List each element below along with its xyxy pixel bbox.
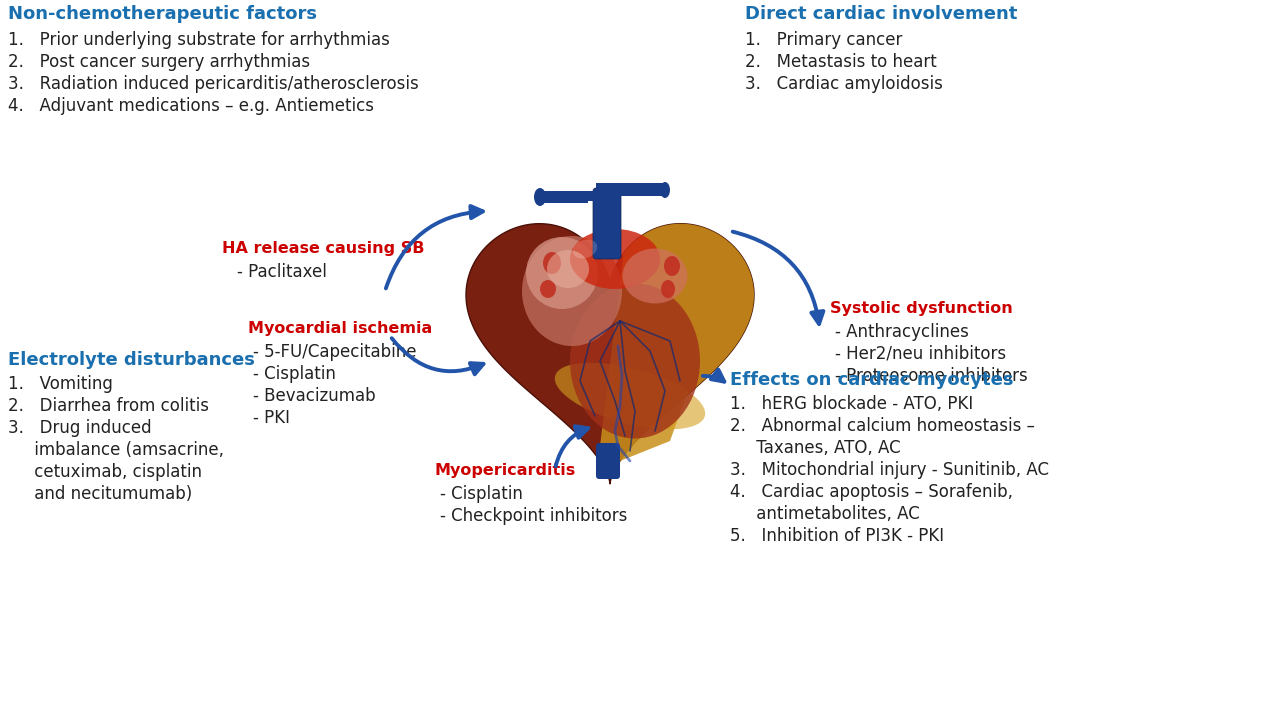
Text: 2.   Abnormal calcium homeostasis –: 2. Abnormal calcium homeostasis – xyxy=(730,417,1036,435)
Text: 4.   Cardiac apoptosis – Sorafenib,: 4. Cardiac apoptosis – Sorafenib, xyxy=(730,483,1012,501)
Ellipse shape xyxy=(622,249,687,304)
Text: HA release causing SB: HA release causing SB xyxy=(221,241,425,256)
Text: Effects on cardiac myocytes: Effects on cardiac myocytes xyxy=(730,371,1014,389)
Ellipse shape xyxy=(547,250,589,288)
Text: 2.   Diarrhea from colitis: 2. Diarrhea from colitis xyxy=(8,397,209,415)
Text: 1.   Vomiting: 1. Vomiting xyxy=(8,375,113,393)
Text: and necitumumab): and necitumumab) xyxy=(8,485,192,503)
Ellipse shape xyxy=(526,237,598,309)
Text: - Her2/neu inhibitors: - Her2/neu inhibitors xyxy=(835,345,1006,363)
Polygon shape xyxy=(600,224,754,461)
Ellipse shape xyxy=(660,280,675,298)
Text: Electrolyte disturbances: Electrolyte disturbances xyxy=(8,351,255,369)
Text: - Cisplatin: - Cisplatin xyxy=(440,485,522,503)
Text: 1.   Prior underlying substrate for arrhythmias: 1. Prior underlying substrate for arrhyt… xyxy=(8,31,390,49)
Text: 3.   Mitochondrial injury - Sunitinib, AC: 3. Mitochondrial injury - Sunitinib, AC xyxy=(730,461,1050,479)
Text: - Checkpoint inhibitors: - Checkpoint inhibitors xyxy=(440,507,627,525)
Text: 3.   Radiation induced pericarditis/atherosclerosis: 3. Radiation induced pericarditis/athero… xyxy=(8,75,419,93)
Text: - Anthracyclines: - Anthracyclines xyxy=(835,323,969,341)
Text: Non-chemotherapeutic factors: Non-chemotherapeutic factors xyxy=(8,5,317,23)
Text: 1.   Primary cancer: 1. Primary cancer xyxy=(745,31,902,49)
Text: 2.   Post cancer surgery arrhythmias: 2. Post cancer surgery arrhythmias xyxy=(8,53,310,71)
Text: Taxanes, ATO, AC: Taxanes, ATO, AC xyxy=(730,439,901,457)
Ellipse shape xyxy=(534,188,547,206)
Ellipse shape xyxy=(570,283,700,438)
Text: cetuximab, cisplatin: cetuximab, cisplatin xyxy=(8,463,202,481)
Polygon shape xyxy=(596,183,666,196)
Text: imbalance (amsacrine,: imbalance (amsacrine, xyxy=(8,441,224,459)
Text: antimetabolites, AC: antimetabolites, AC xyxy=(730,505,920,523)
Text: - Cisplatin: - Cisplatin xyxy=(253,365,335,383)
Ellipse shape xyxy=(540,280,556,298)
Ellipse shape xyxy=(522,236,622,346)
Text: 4.   Adjuvant medications – e.g. Antiemetics: 4. Adjuvant medications – e.g. Antiemeti… xyxy=(8,97,374,115)
Ellipse shape xyxy=(660,182,669,198)
Text: Systolic dysfunction: Systolic dysfunction xyxy=(829,301,1012,316)
FancyBboxPatch shape xyxy=(596,443,620,479)
Text: Direct cardiac involvement: Direct cardiac involvement xyxy=(745,5,1018,23)
Polygon shape xyxy=(466,224,754,484)
Text: Myocardial ischemia: Myocardial ischemia xyxy=(248,321,433,336)
Text: - PKI: - PKI xyxy=(253,409,291,427)
Text: Myopericarditis: Myopericarditis xyxy=(435,463,576,478)
Polygon shape xyxy=(540,191,596,203)
Text: 5.   Inhibition of PI3K - PKI: 5. Inhibition of PI3K - PKI xyxy=(730,527,945,545)
Text: - Bevacizumab: - Bevacizumab xyxy=(253,387,375,405)
Text: 2.   Metastasis to heart: 2. Metastasis to heart xyxy=(745,53,937,71)
Text: - Paclitaxel: - Paclitaxel xyxy=(237,263,326,281)
Ellipse shape xyxy=(570,229,660,289)
Ellipse shape xyxy=(554,363,705,429)
Ellipse shape xyxy=(664,256,680,276)
Ellipse shape xyxy=(573,239,598,258)
FancyBboxPatch shape xyxy=(593,188,621,259)
Text: - Proteosome inhibitors: - Proteosome inhibitors xyxy=(835,367,1028,385)
Text: 1.   hERG blockade - ATO, PKI: 1. hERG blockade - ATO, PKI xyxy=(730,395,973,413)
Ellipse shape xyxy=(543,252,561,274)
Text: - 5-FU/Capecitabine: - 5-FU/Capecitabine xyxy=(253,343,416,361)
Text: 3.   Cardiac amyloidosis: 3. Cardiac amyloidosis xyxy=(745,75,943,93)
Text: 3.   Drug induced: 3. Drug induced xyxy=(8,419,151,437)
